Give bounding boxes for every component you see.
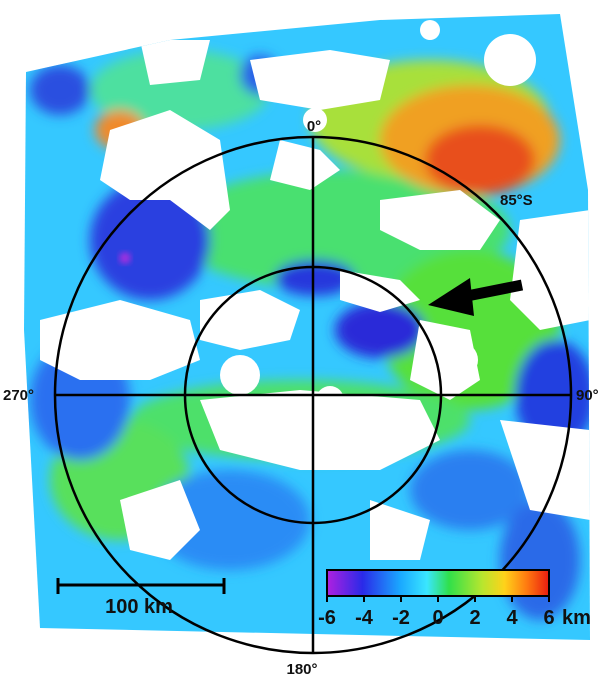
label-0-degrees: 0°: [307, 118, 321, 135]
color-bar-unit: km: [562, 607, 591, 629]
label-270-degrees: 270°: [3, 387, 34, 404]
label-latitude-85s: 85°S: [500, 192, 533, 209]
label-180-degrees: 180°: [286, 661, 317, 677]
color-bar-tick: -2: [392, 607, 410, 629]
color-bar-tick: 2: [469, 607, 480, 629]
polar-grid: [53, 135, 573, 655]
color-bar-tick: 4: [506, 607, 518, 629]
color-bar-ticks: -6 -4 -2 0 2 4 6: [318, 607, 554, 629]
arrow-icon: [428, 278, 524, 316]
color-bar-tick: -6: [318, 607, 336, 629]
color-bar-tick: 0: [432, 607, 443, 629]
color-bar: [326, 569, 550, 602]
color-bar-tick: 6: [543, 607, 554, 629]
scale-bar: [56, 578, 226, 594]
color-bar-tick: -4: [355, 607, 374, 629]
label-90-degrees: 90°: [576, 387, 599, 404]
scale-bar-label: 100 km: [105, 596, 173, 618]
